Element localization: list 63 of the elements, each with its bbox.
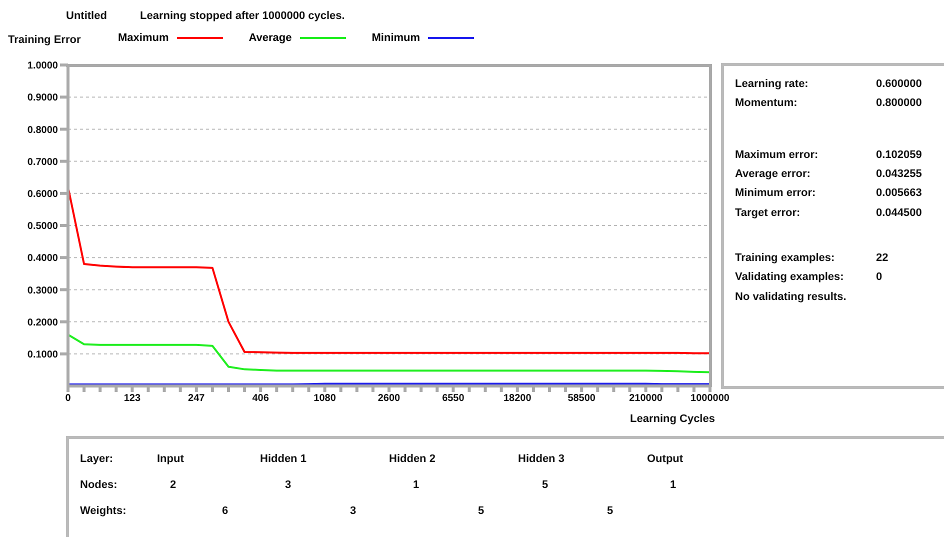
legend-label: Average (248, 32, 292, 44)
x-tick-label: 1000000 (690, 393, 730, 404)
text: 5 (478, 505, 484, 517)
text: 0 (876, 271, 882, 283)
text: No validating results. (735, 291, 846, 303)
text: Maximum error: (735, 149, 818, 161)
text: Average error: (735, 168, 810, 180)
text: Layer: (80, 453, 114, 465)
text: Momentum: (735, 97, 798, 109)
line-series (67, 334, 711, 374)
y-tick-label: 0.5000 (27, 221, 58, 232)
text: 0.800000 (876, 97, 922, 109)
text: Validating examples: (735, 271, 844, 283)
x-tick-label: 0 (65, 393, 72, 404)
text: Minimum error: (735, 187, 816, 199)
text: 0.005663 (876, 187, 922, 199)
y-tick-label: 0.1000 (27, 349, 58, 360)
text: Hidden 1 (260, 453, 306, 465)
text: 0.102059 (876, 149, 922, 161)
y-tick-label: 0.2000 (27, 317, 58, 328)
y-tick-label: 0.4000 (27, 253, 58, 264)
y-tick-label: 0.9000 (27, 92, 58, 104)
text: Training examples: (735, 252, 835, 264)
text: 1 (413, 479, 420, 491)
x-tick-label: 2600 (378, 393, 401, 404)
x-tick-label: 58500 (568, 393, 596, 404)
text: Learning rate: (735, 78, 808, 90)
text: 0.600000 (876, 78, 922, 90)
y-tick-label: 1.0000 (27, 60, 58, 72)
x-axis-title: Learning Cycles (630, 413, 715, 425)
text: 22 (876, 252, 888, 264)
text: 3 (285, 479, 292, 491)
text: 0.043255 (876, 168, 922, 180)
y-tick-label: 0.3000 (27, 285, 58, 296)
text: Weights: (80, 505, 126, 517)
text: 2 (170, 479, 176, 491)
text: 0.044500 (876, 207, 922, 219)
chart-subtitle: Learning stopped after 1000000 cycles. (140, 10, 345, 22)
text: 5 (607, 505, 614, 517)
text: Output (647, 453, 684, 465)
x-tick-label: 247 (188, 393, 206, 404)
text: 6 (222, 505, 228, 517)
text: Hidden 2 (389, 453, 436, 465)
y-tick-label: 0.7000 (27, 156, 58, 168)
text: 5 (542, 479, 548, 491)
chart-title: Untitled (66, 10, 107, 22)
text: Target error: (735, 207, 800, 219)
text: Nodes: (80, 479, 118, 491)
text: Hidden 3 (518, 453, 564, 465)
x-tick-label: 123 (124, 393, 141, 404)
y-axis-title: Training Error (8, 34, 81, 46)
x-tick-label: 210000 (629, 393, 663, 404)
x-tick-label: 1080 (314, 393, 336, 404)
text: 1 (670, 479, 676, 491)
text: Input (157, 453, 184, 465)
text: 3 (350, 505, 356, 517)
legend-label: Minimum (372, 32, 420, 44)
x-tick-label: 6550 (442, 393, 465, 404)
y-tick-label: 0.6000 (27, 188, 58, 200)
y-tick-label: 0.8000 (27, 124, 58, 136)
x-tick-label: 18200 (503, 393, 532, 404)
legend-label: Maximum (118, 32, 169, 44)
x-tick-label: 406 (252, 393, 270, 404)
